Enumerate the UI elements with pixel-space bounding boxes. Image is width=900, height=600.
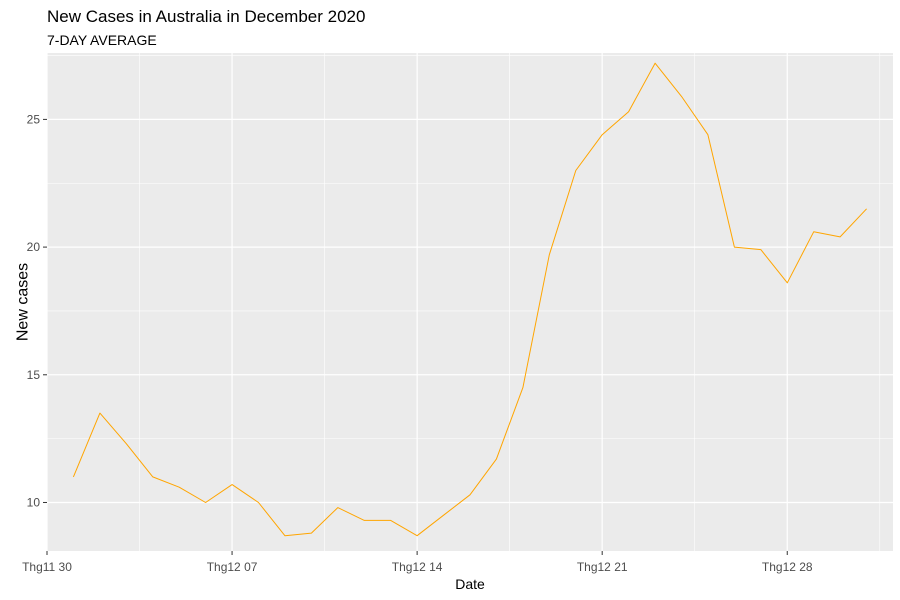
plot-panel bbox=[47, 53, 893, 551]
x-tick-label: Thg12 21 bbox=[577, 560, 628, 574]
minor-gridlines bbox=[47, 53, 893, 551]
x-tick-label: Thg12 28 bbox=[762, 560, 813, 574]
chart-subtitle: 7-DAY AVERAGE bbox=[47, 32, 157, 48]
x-axis: Thg11 30 Thg12 07 Thg12 14 Thg12 21 Thg12 28 bbox=[22, 551, 813, 574]
y-axis-title: New cases bbox=[15, 263, 32, 341]
y-tick-label: 25 bbox=[27, 112, 41, 126]
series-line-group bbox=[72, 62, 867, 537]
series-line bbox=[72, 62, 867, 537]
y-axis: 10 15 20 25 bbox=[27, 112, 47, 509]
x-tick-label: Thg12 14 bbox=[392, 560, 443, 574]
y-tick-label: 15 bbox=[27, 368, 41, 382]
y-tick-label: 10 bbox=[27, 495, 41, 509]
major-gridlines bbox=[46, 53, 893, 551]
x-tick-label: Thg11 30 bbox=[22, 560, 72, 574]
x-axis-title: Date bbox=[455, 576, 485, 592]
x-tick-label: Thg12 07 bbox=[207, 560, 258, 574]
y-tick-label: 20 bbox=[27, 240, 41, 254]
chart-title: New Cases in Australia in December 2020 bbox=[47, 7, 365, 26]
